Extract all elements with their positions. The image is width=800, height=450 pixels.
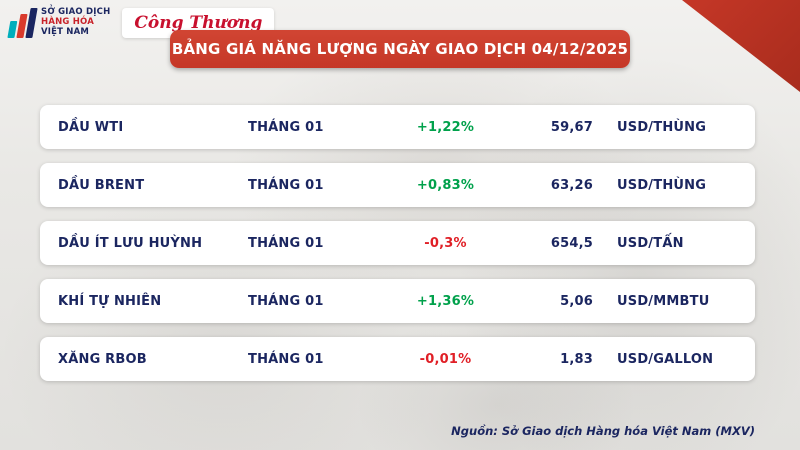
price-table: DẦU WTI THÁNG 01 +1,22% 59,67 USD/THÙNG … [40, 105, 755, 381]
commodity-name: DẦU BRENT [58, 177, 145, 193]
contract-month: THÁNG 01 [248, 293, 324, 309]
table-row: DẦU BRENT THÁNG 01 +0,83% 63,26 USD/THÙN… [40, 163, 755, 207]
change-percent: +1,36% [416, 293, 475, 309]
commodity-name: XĂNG RBOB [58, 351, 147, 367]
commodity-name: DẦU ÍT LƯU HUỲNH [58, 235, 203, 251]
commodity-name: DẦU WTI [58, 119, 124, 135]
mxv-logo-icon [7, 8, 38, 38]
table-row: DẦU WTI THÁNG 01 +1,22% 59,67 USD/THÙNG [40, 105, 755, 149]
contract-month: THÁNG 01 [248, 235, 324, 251]
price-value: 5,06 [560, 293, 593, 309]
contract-month: THÁNG 01 [248, 351, 324, 367]
price-unit: USD/MMBTU [617, 293, 710, 309]
mxv-logo-line3: VIỆT NAM [41, 26, 90, 37]
title-banner: BẢNG GIÁ NĂNG LƯỢNG NGÀY GIAO DỊCH 04/12… [170, 30, 630, 68]
price-value: 1,83 [560, 351, 593, 367]
source-note: Nguồn: Sở Giao dịch Hàng hóa Việt Nam (M… [451, 424, 755, 438]
change-percent: -0,01% [419, 351, 472, 367]
price-value: 654,5 [550, 235, 593, 251]
contract-month: THÁNG 01 [248, 177, 324, 193]
price-unit: USD/THÙNG [617, 177, 707, 193]
price-unit: USD/TẤN [617, 235, 684, 251]
mxv-logo-text: SỞ GIAO DỊCH HÀNG HÓA VIỆT NAM [41, 8, 110, 37]
change-percent: +0,83% [416, 177, 475, 193]
price-value: 63,26 [550, 177, 593, 193]
contract-month: THÁNG 01 [248, 119, 324, 135]
change-percent: +1,22% [416, 119, 475, 135]
table-row: DẦU ÍT LƯU HUỲNH THÁNG 01 -0,3% 654,5 US… [40, 221, 755, 265]
table-row: KHÍ TỰ NHIÊN THÁNG 01 +1,36% 5,06 USD/MM… [40, 279, 755, 323]
price-value: 59,67 [550, 119, 593, 135]
mxv-logo-line2: HÀNG HÓA [41, 17, 95, 28]
mxv-logo: SỞ GIAO DỊCH HÀNG HÓA VIỆT NAM [7, 8, 110, 38]
table-row: XĂNG RBOB THÁNG 01 -0,01% 1,83 USD/GALLO… [40, 337, 755, 381]
price-unit: USD/GALLON [617, 351, 714, 367]
change-percent: -0,3% [424, 235, 467, 251]
commodity-name: KHÍ TỰ NHIÊN [58, 293, 162, 309]
mxv-logo-line1: SỞ GIAO DỊCH [41, 7, 111, 18]
price-unit: USD/THÙNG [617, 119, 707, 135]
